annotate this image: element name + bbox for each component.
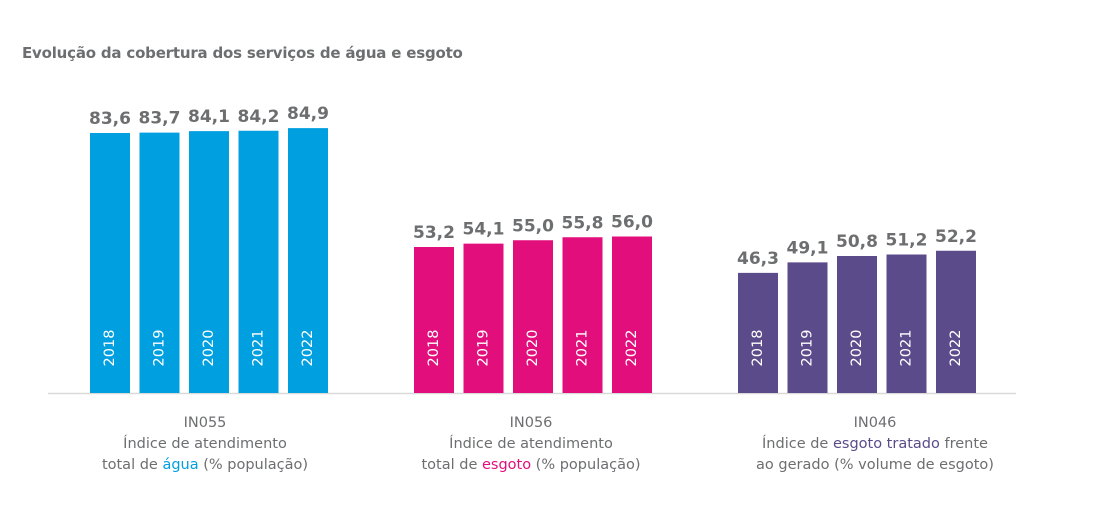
year-tick-label: 2018 <box>426 330 442 367</box>
bar-in055-2019 <box>139 132 180 393</box>
data-label: 55,8 <box>562 213 604 233</box>
data-label: 84,2 <box>238 107 280 127</box>
bar-in055-2022 <box>288 128 328 393</box>
caption-in046: IN046 Índice de esgoto tratado frente ao… <box>705 413 1045 476</box>
bar-in046-2018 <box>738 272 778 393</box>
caption-highlight: água <box>162 457 199 473</box>
chart-title: Evolução da cobertura dos serviços de ág… <box>22 44 463 62</box>
caption-line2: ao gerado (% volume de esgoto) <box>756 457 994 473</box>
bar-in055-2018 <box>90 133 130 393</box>
caption-in055: IN055 Índice de atendimento total de águ… <box>45 413 365 476</box>
year-tick-label: 2021 <box>251 330 267 367</box>
year-tick-label: 2021 <box>575 330 591 367</box>
year-tick-label: 2021 <box>899 330 915 367</box>
year-tick-label: 2020 <box>849 330 865 367</box>
data-label: 83,7 <box>139 109 181 129</box>
year-tick-label: 2019 <box>152 330 168 367</box>
data-label: 56,0 <box>611 213 653 233</box>
caption-highlight: esgoto tratado <box>832 436 940 452</box>
data-label: 55,0 <box>512 216 554 236</box>
bar-in056-2021 <box>562 237 603 393</box>
caption-line2: total de água (% população) <box>101 457 309 473</box>
year-tick-label: 2020 <box>201 330 217 367</box>
data-label: 83,6 <box>89 109 131 129</box>
year-tick-label: 2018 <box>102 330 118 367</box>
bar-in055-2020 <box>189 131 229 393</box>
caption-line1: Índice de atendimento <box>123 436 287 452</box>
bar-in046-2020 <box>837 256 877 393</box>
bar-in046-2019 <box>787 262 828 393</box>
year-tick-label: 2020 <box>525 330 541 367</box>
bar-in056-2019 <box>463 243 504 393</box>
data-label: 53,2 <box>413 223 455 243</box>
data-label: 50,8 <box>836 232 878 252</box>
caption-line1: Índice de atendimento <box>449 436 613 452</box>
bar-in056-2018 <box>414 247 454 393</box>
data-label: 51,2 <box>886 231 928 251</box>
caption-line1: Índice de esgoto tratado frente <box>762 436 988 452</box>
year-tick-label: 2019 <box>800 330 816 367</box>
year-tick-label: 2022 <box>624 330 640 367</box>
year-tick-label: 2019 <box>476 330 492 367</box>
caption-code: IN046 <box>853 415 897 431</box>
data-label: 54,1 <box>463 220 505 240</box>
year-tick-label: 2018 <box>750 330 766 367</box>
bar-in046-2022 <box>936 250 976 393</box>
caption-code: IN055 <box>183 415 227 431</box>
caption-highlight: esgoto <box>481 457 532 473</box>
caption-in056: IN056 Índice de atendimento total de esg… <box>371 413 691 476</box>
bar-in055-2021 <box>238 130 279 393</box>
bar-in046-2021 <box>886 254 927 393</box>
data-label: 84,9 <box>287 104 329 124</box>
year-tick-label: 2022 <box>948 330 964 367</box>
data-label: 49,1 <box>787 238 829 258</box>
caption-code: IN056 <box>509 415 553 431</box>
data-label: 84,1 <box>188 107 230 127</box>
bar-in056-2022 <box>612 236 652 393</box>
year-tick-label: 2022 <box>300 330 316 367</box>
bar-in056-2020 <box>513 240 553 393</box>
caption-line2: total de esgoto (% população) <box>421 457 641 473</box>
data-label: 52,2 <box>935 227 977 247</box>
data-label: 46,3 <box>737 249 779 269</box>
